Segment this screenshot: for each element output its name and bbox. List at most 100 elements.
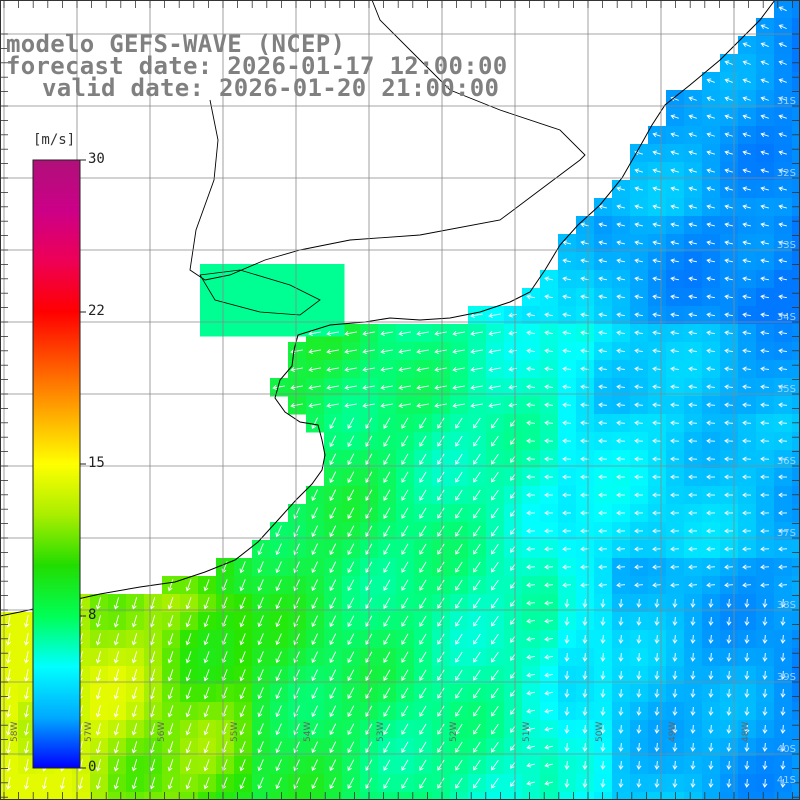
wind-arrow-shaft (347, 453, 355, 465)
wind-arrow-head (726, 621, 732, 626)
wind-arrow (652, 258, 662, 264)
wind-arrow (652, 564, 662, 570)
wind-arrow-shaft (43, 777, 47, 789)
wind-arrow-shaft (725, 151, 733, 155)
wind-arrow-head (455, 568, 460, 573)
wind-arrow-head (383, 604, 388, 609)
wind-arrow-shaft (276, 579, 282, 591)
wind-arrow-shaft (150, 615, 156, 627)
wind-arrow-shaft (473, 651, 481, 663)
wind-arrow-head (778, 240, 784, 246)
wind-arrow (598, 384, 608, 390)
wind-arrow-shaft (562, 277, 572, 281)
wind-arrow-head (473, 693, 478, 699)
wind-arrow-shaft (510, 725, 516, 733)
wind-arrow-head (618, 747, 624, 752)
wind-arrow (598, 276, 608, 282)
wind-arrow-shaft (635, 169, 643, 173)
wind-cell (236, 300, 255, 319)
wind-arrow-head (401, 658, 406, 663)
wind-arrow-head (149, 658, 155, 664)
wind-cell (396, 792, 415, 800)
wind-arrow-head (544, 636, 549, 642)
wind-arrow-head (401, 586, 406, 591)
wind-arrow (185, 723, 192, 736)
wind-arrow-shaft (309, 403, 321, 407)
wind-arrow-head (23, 694, 29, 700)
wind-arrow (347, 453, 355, 466)
wind-arrow-head (600, 639, 606, 644)
wind-arrow-shaft (760, 277, 770, 281)
wind-arrow-head (652, 456, 657, 462)
wind-arrow (760, 510, 770, 516)
wind-arrow (654, 652, 660, 662)
wind-arrow (113, 759, 120, 772)
wind-arrow (419, 777, 427, 789)
wind-arrow-shaft (724, 404, 734, 406)
wind-arrow-shaft (25, 741, 29, 753)
wind-arrow-shaft (186, 579, 192, 591)
wind-arrow-shaft (417, 349, 429, 353)
wind-arrow-shaft (240, 759, 246, 771)
wind-arrow (564, 688, 570, 698)
wind-arrow (778, 42, 787, 47)
wind-arrow (383, 687, 391, 699)
wind-arrow-head (344, 331, 349, 336)
wind-arrow-shaft (526, 620, 536, 622)
wind-arrow-shaft (743, 223, 751, 227)
wind-arrow (706, 438, 716, 444)
wind-arrow-head (491, 441, 496, 447)
wind-cell (290, 318, 309, 337)
wind-arrow-shaft (706, 331, 716, 335)
wind-arrow (419, 741, 427, 753)
wind-arrow (401, 417, 409, 429)
wind-arrow (491, 615, 499, 627)
wind-arrow-shaft (526, 638, 536, 640)
wind-arrow-head (275, 766, 281, 772)
wind-arrow-shaft (399, 403, 411, 407)
wind-arrow (744, 652, 750, 662)
wind-arrow-head (742, 402, 747, 408)
wind-arrow-head (654, 747, 660, 752)
wind-arrow (688, 474, 698, 480)
wind-arrow-head (452, 403, 457, 408)
wind-arrow-head (564, 639, 570, 644)
wind-arrow-shaft (710, 670, 712, 680)
wind-arrow (670, 186, 679, 192)
wind-arrow-shaft (383, 705, 391, 717)
wind-arrow (167, 651, 174, 664)
wind-arrow-head (670, 294, 675, 300)
wind-arrow-head (760, 258, 765, 264)
wind-arrow-head (598, 528, 603, 534)
wind-arrow-shaft (670, 350, 680, 352)
wind-arrow (510, 563, 516, 571)
wind-arrow-head (419, 766, 424, 771)
wind-arrow-head (510, 440, 515, 445)
wind-arrow (760, 78, 769, 84)
wind-arrow (455, 507, 463, 519)
wind-arrow-head (672, 657, 678, 662)
wind-arrow (652, 420, 662, 426)
wind-arrow-head (526, 438, 531, 444)
wind-arrow-head (636, 711, 642, 716)
wind-arrow-head (419, 622, 424, 627)
wind-arrow (706, 564, 716, 570)
wind-arrow-shaft (707, 205, 715, 209)
wind-arrow-shaft (455, 723, 463, 735)
lon-label: 55W (230, 721, 240, 742)
wind-arrow (778, 258, 788, 264)
wind-arrow-head (329, 460, 334, 466)
wind-arrow-shaft (114, 777, 120, 789)
wind-arrow-shaft (97, 759, 101, 771)
colorbar (32, 159, 86, 769)
wind-arrow (562, 384, 572, 390)
wind-arrow-head (434, 349, 439, 354)
wind-arrow-shaft (689, 223, 697, 227)
wind-arrow-shaft (114, 705, 120, 717)
wind-arrow (185, 651, 192, 664)
wind-arrow-shaft (584, 688, 586, 698)
wind-arrow (706, 222, 715, 228)
wind-arrow-shaft (779, 241, 787, 245)
wind-arrow (419, 417, 427, 429)
wind-arrow-head (706, 582, 711, 588)
